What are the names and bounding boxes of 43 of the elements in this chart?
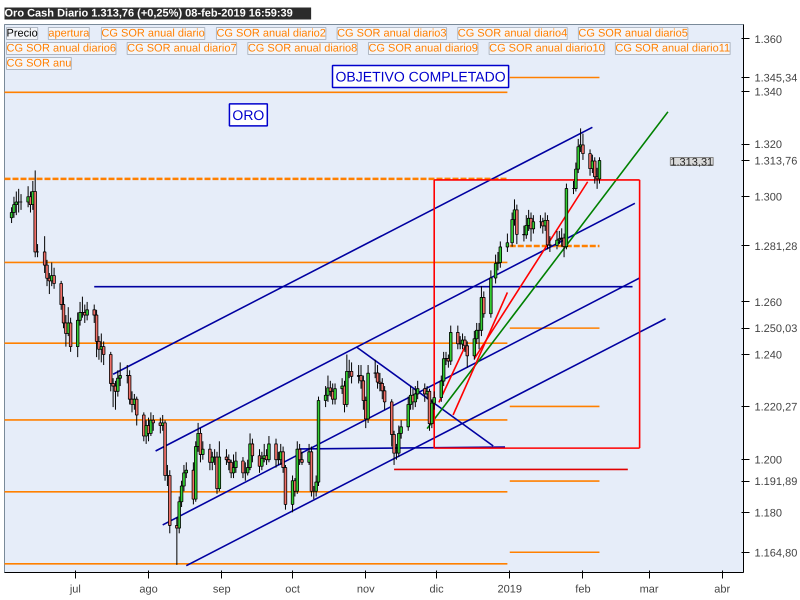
x-tick-label: dic — [430, 584, 444, 596]
annotation: CG SOR anual diario5 — [578, 28, 688, 40]
x-tick-label: mar — [640, 584, 659, 596]
y-tick-label: 1.164,80 — [754, 547, 798, 560]
y-tick-label: 1.260 — [754, 296, 782, 309]
annotation: CG SOR anual diario9 — [368, 42, 478, 54]
x-tick-label: nov — [356, 584, 376, 596]
y-tick-label: 1.360 — [754, 34, 782, 46]
x-tick-label: ago — [139, 584, 158, 596]
y-tick-label: 1.240 — [754, 350, 782, 362]
annotation: 1.313,31 — [670, 156, 714, 168]
y-tick-label: 1.250,03 — [754, 323, 798, 336]
x-tick-label: jul — [68, 584, 81, 596]
annotation: Precio — [6, 28, 38, 40]
annotation: CG SOR anu — [6, 58, 72, 70]
x-tick-label: feb — [575, 584, 591, 596]
chart-title: Oro Cash Diario 1.313,76 (+0,25%) 08-feb-2019 16:59:39 — [4, 8, 293, 20]
annotation: CG SOR anual diario7 — [127, 42, 237, 54]
y-tick-label: 1.313,76 — [754, 156, 798, 168]
annotation: OBJETIVO COMPLETADO — [336, 68, 506, 85]
y-tick-label: 1.320 — [754, 139, 782, 152]
annotation: CG SOR anual diario6 — [6, 42, 116, 54]
x-tick-label: sep — [212, 584, 231, 596]
annotation: CG SOR anual diario10 — [489, 42, 605, 54]
x-tick-label: oct — [285, 584, 300, 596]
annotation: ORO — [232, 106, 264, 123]
y-tick-label: 1.191,89 — [754, 476, 798, 488]
y-tick-label: 1.220,27 — [754, 401, 798, 414]
y-tick-label: 1.180 — [754, 507, 782, 520]
annotation: CG SOR anual diario2 — [216, 28, 326, 40]
y-tick-label: 1.281,28 — [754, 240, 798, 253]
annotation: apertura — [48, 28, 90, 40]
y-tick-label: 1.300 — [754, 192, 782, 204]
x-tick-label: 2019 — [498, 584, 522, 596]
annotation: CG SOR anual diario11 — [615, 42, 730, 54]
y-tick-label: 1.340 — [754, 86, 782, 99]
annotation: CG SOR anual diario — [101, 28, 205, 40]
annotation: CG SOR anual diario8 — [248, 42, 358, 54]
annotation: CG SOR anual diario3 — [337, 28, 447, 40]
annotation: CG SOR anual diario4 — [458, 28, 568, 40]
y-tick-label: 1.345,34 — [754, 72, 798, 85]
y-tick-label: 1.200 — [754, 454, 782, 467]
x-tick-label: abr — [714, 584, 731, 596]
